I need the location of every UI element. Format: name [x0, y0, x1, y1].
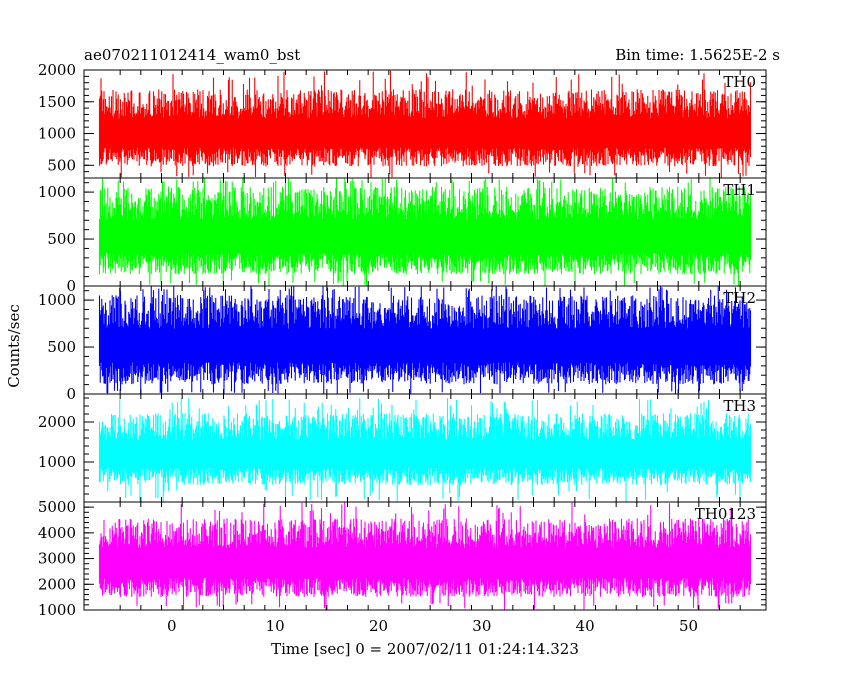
- y-axis-label: Counts/sec: [5, 304, 23, 388]
- y-tick-label: 500: [47, 230, 76, 248]
- series-line-th3: [98, 398, 752, 502]
- x-axis-label: Time [sec] 0 = 2007/02/11 01:24:14.323: [271, 640, 579, 658]
- panel-th2: 0 500 1000 TH2: [38, 285, 767, 403]
- y-tick-label: 1000: [38, 453, 76, 471]
- panel-th0: 500 1000 1500 2000 TH0: [38, 61, 767, 179]
- obs-id-title: ae070211012414_wam0_bst: [84, 46, 300, 64]
- x-tick-label: 50: [679, 617, 698, 635]
- panel-label-th0: TH0: [723, 73, 756, 91]
- bin-time-label: Bin time: 1.5625E-2 s: [615, 46, 780, 64]
- y-tick-label: 1500: [38, 93, 76, 111]
- y-tick-label: 1000: [38, 291, 76, 309]
- panel-th1: 0 500 1000 TH1: [38, 177, 767, 295]
- series-line-th2: [98, 286, 752, 394]
- x-tick-label: 0: [167, 617, 177, 635]
- y-tick-label: 2000: [38, 413, 76, 431]
- x-tick-label: 40: [576, 617, 595, 635]
- panel-label-th3: TH3: [723, 397, 756, 415]
- panel-frame-th0123: [83, 501, 767, 611]
- y-tick-label: 2000: [38, 61, 76, 79]
- panel-label-th1: TH1: [723, 181, 756, 199]
- y-tick-label: 3000: [38, 550, 76, 568]
- y-tick-label: 500: [47, 338, 76, 356]
- series-line-th0123: [98, 502, 752, 610]
- panel-label-th0123: TH0123: [695, 505, 756, 523]
- y-tick-label: 2000: [38, 575, 76, 593]
- series-line-th0: [98, 70, 752, 178]
- x-tick-label: 10: [266, 617, 285, 635]
- series-line-th1: [98, 178, 752, 286]
- y-tick-label: 0: [66, 385, 76, 403]
- y-tick-label: 0: [66, 277, 76, 295]
- y-tick-label: 5000: [38, 498, 76, 516]
- x-tick-label: 30: [472, 617, 491, 635]
- panel-th0123: 1000 2000 3000 4000 5000 TH0123: [38, 498, 767, 619]
- y-tick-label: 4000: [38, 524, 76, 542]
- y-tick-label: 1000: [38, 183, 76, 201]
- y-tick-label: 1000: [38, 601, 76, 619]
- panel-th3: 1000 2000 TH3: [38, 393, 767, 503]
- panel-label-th2: TH2: [723, 289, 756, 307]
- y-tick-label: 500: [47, 156, 76, 174]
- y-tick-label: 1000: [38, 125, 76, 143]
- x-tick-label: 20: [369, 617, 388, 635]
